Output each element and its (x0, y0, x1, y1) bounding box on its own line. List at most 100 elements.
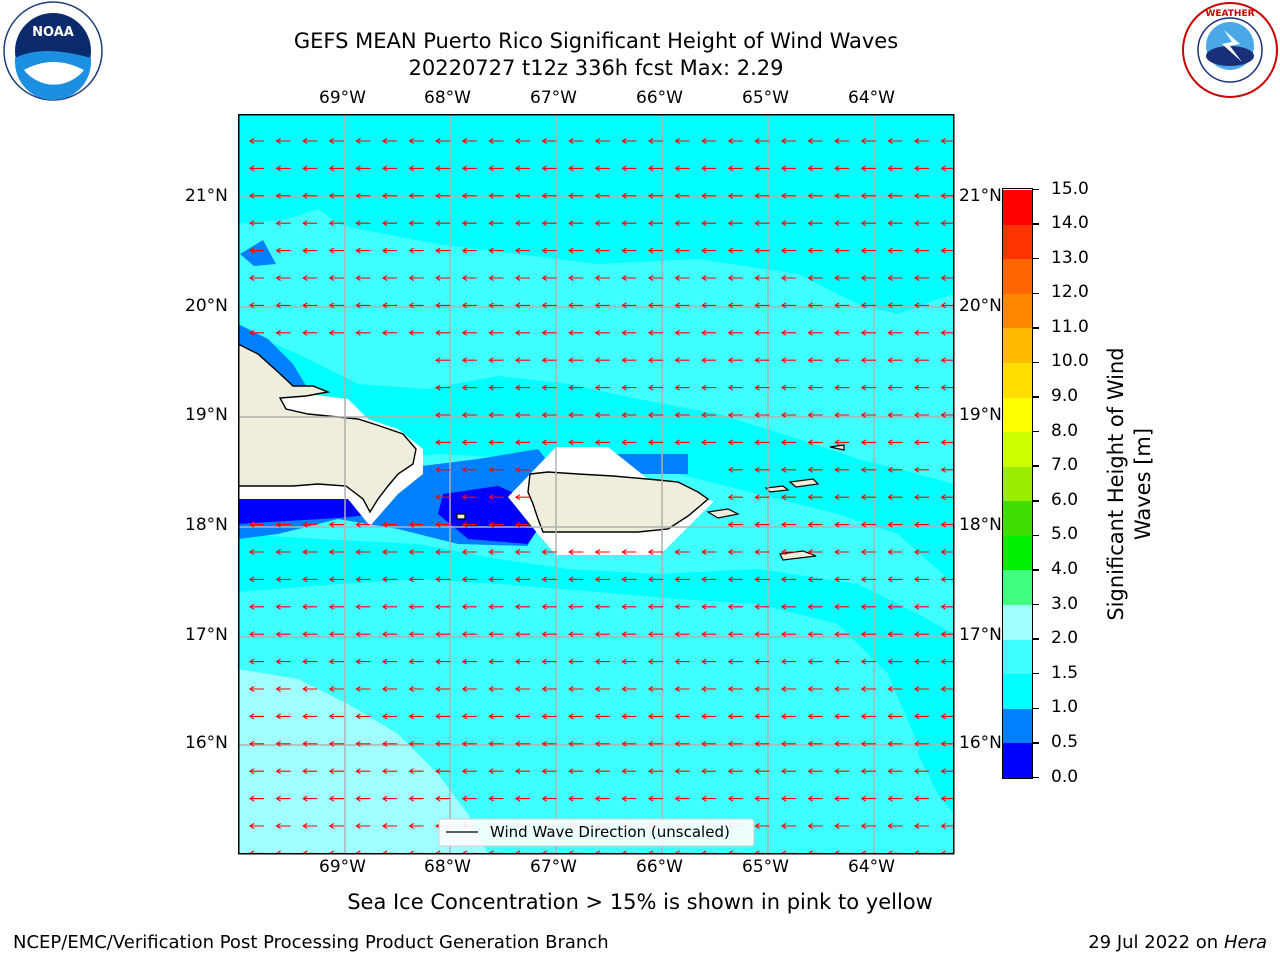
wind-arrow (701, 576, 717, 583)
wind-arrow (780, 713, 796, 720)
wind-arrow (435, 275, 451, 281)
wind-arrow (887, 603, 903, 610)
wind-arrow (860, 823, 876, 829)
wind-arrow (275, 275, 291, 281)
wind-arrow (328, 247, 344, 254)
wind-arrow (514, 412, 530, 418)
wind-arrow (302, 768, 318, 775)
wind-arrow (860, 768, 876, 775)
wind-arrow (860, 165, 876, 172)
wind-arrow (860, 220, 876, 227)
wind-arrow (647, 247, 663, 254)
wind-arrow (754, 384, 770, 391)
wind-arrow (514, 165, 530, 172)
wind-arrow (488, 165, 504, 172)
wind-arrow (461, 686, 477, 692)
wind-arrow (754, 713, 770, 720)
wind-arrow (328, 165, 344, 172)
wind-arrow (780, 521, 796, 528)
wind-arrow (701, 247, 717, 254)
wind-arrow (355, 740, 371, 747)
wind-arrow (541, 275, 557, 281)
wind-arrow (621, 247, 637, 254)
wind-arrow (860, 138, 876, 144)
wind-arrow (674, 658, 690, 665)
wind-arrow (328, 329, 344, 336)
wind-arrow (913, 494, 929, 501)
wind-arrow (594, 713, 610, 720)
wind-arrow (435, 439, 451, 446)
wind-arrow (275, 521, 291, 528)
colorbar-tick-mark (1033, 292, 1039, 294)
wind-arrow (674, 631, 690, 638)
colorbar-tick-mark (1033, 465, 1039, 467)
wind-arrow (568, 165, 584, 172)
wind-arrow (887, 494, 903, 501)
wind-arrow (887, 384, 903, 391)
wind-arrow (461, 494, 477, 501)
wind-arrow (834, 275, 850, 281)
colorbar-segment (1003, 535, 1032, 571)
wave-band-2-0 (238, 669, 488, 854)
wind-arrow (488, 658, 504, 665)
wind-arrow (275, 603, 291, 610)
wind-arrow (780, 576, 796, 583)
sea-ice-note: Sea Ice Concentration > 15% is shown in … (347, 890, 933, 914)
wind-arrow (488, 686, 504, 692)
colorbar-tick-label: 3.0 (1051, 593, 1079, 614)
wind-arrow (302, 686, 318, 692)
footer-branch: NCEP/EMC/Verification Post Processing Pr… (13, 932, 609, 953)
wind-arrow (461, 740, 477, 747)
wind-arrow (807, 466, 823, 473)
wind-arrow (461, 329, 477, 336)
wind-arrow (461, 302, 477, 309)
colorbar-segment (1003, 673, 1032, 709)
wind-arrow (381, 603, 397, 610)
wind-arrow (621, 658, 637, 665)
wind-arrow (913, 439, 929, 446)
colorbar-segment (1003, 362, 1032, 398)
wind-arrow (541, 740, 557, 747)
wind-arrow (302, 247, 318, 254)
wind-arrow (727, 329, 743, 336)
colorbar-segment (1003, 742, 1032, 778)
wind-arrow (594, 329, 610, 336)
wind-arrow (701, 686, 717, 692)
wind-arrow (807, 165, 823, 172)
wind-arrow (913, 412, 929, 418)
wind-arrow (461, 138, 477, 144)
wind-arrow (514, 192, 530, 199)
wind-arrow (488, 494, 504, 501)
wind-arrow (408, 220, 424, 227)
colorbar-tick-label: 4.0 (1051, 558, 1079, 579)
wind-arrow (674, 439, 690, 446)
wave-band-0-5-hispaniola-n (238, 324, 308, 399)
wind-arrow (674, 412, 690, 418)
wind-arrow (435, 686, 451, 692)
wind-arrow (514, 740, 530, 747)
wind-arrow (461, 576, 477, 583)
wind-arrow (754, 631, 770, 638)
wind-arrow (647, 302, 663, 309)
wind-arrow (461, 439, 477, 446)
wind-arrow (328, 823, 344, 829)
wind-arrow (913, 686, 929, 692)
colorbar-tick-mark (1033, 257, 1039, 260)
wind-arrow (328, 740, 344, 747)
wind-arrow (275, 795, 291, 802)
wind-arrow (594, 384, 610, 391)
wind-arrow (621, 768, 637, 775)
wind-arrow (674, 713, 690, 720)
wind-arrow (594, 412, 610, 418)
wind-arrow (674, 768, 690, 775)
wind-arrow (435, 466, 451, 473)
wind-arrow (860, 412, 876, 418)
wind-arrow (381, 549, 397, 555)
wind-arrow (488, 768, 504, 775)
wind-arrow (275, 713, 291, 720)
wind-arrow (541, 220, 557, 227)
wind-arrow (887, 220, 903, 227)
colorbar-tick-mark (1033, 223, 1039, 225)
wind-arrow (435, 138, 451, 144)
wind-arrow (807, 631, 823, 638)
